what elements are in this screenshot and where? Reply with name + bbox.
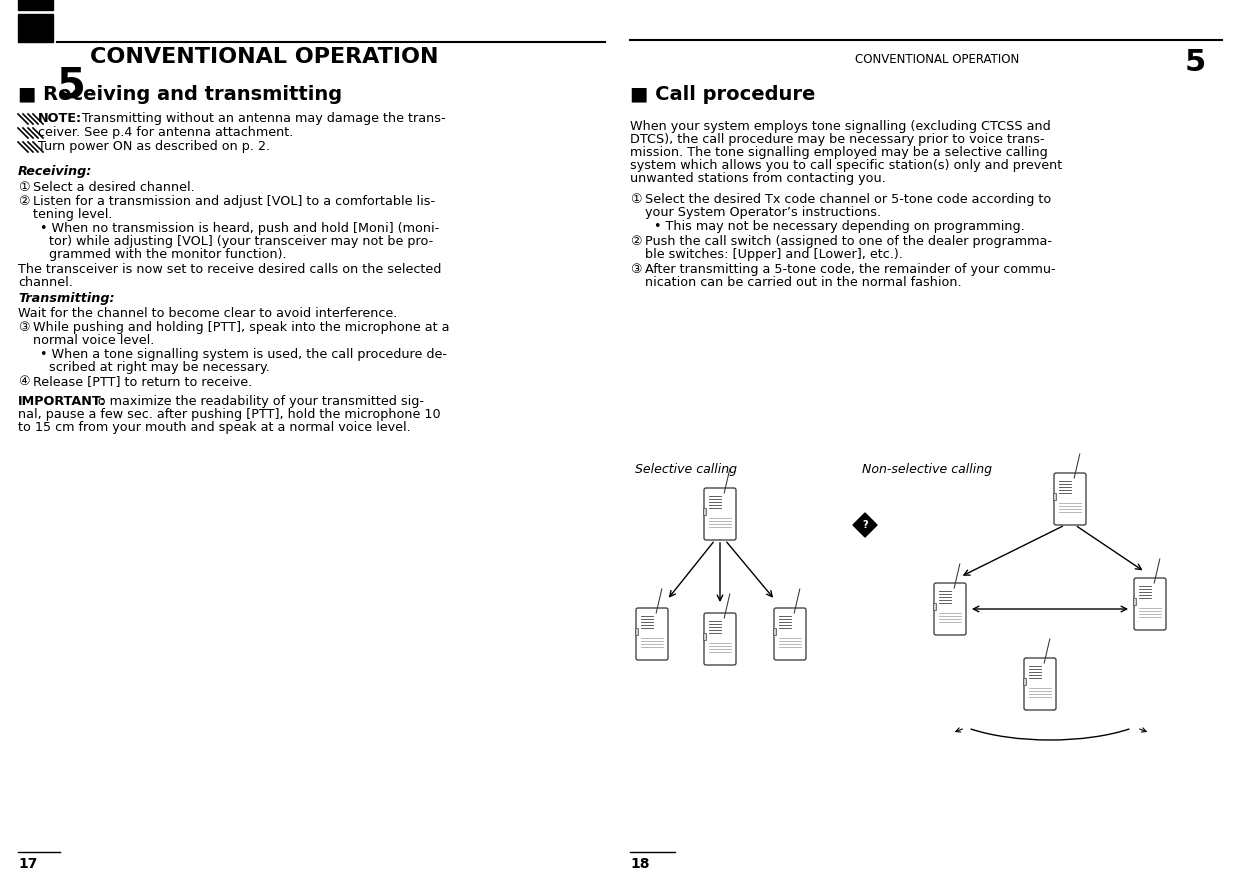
Text: 18: 18 <box>630 857 650 871</box>
Text: normal voice level.: normal voice level. <box>33 334 154 347</box>
Bar <box>932 603 936 610</box>
Text: 17: 17 <box>19 857 37 871</box>
Text: grammed with the monitor function).: grammed with the monitor function). <box>50 248 286 261</box>
Bar <box>19 14 53 42</box>
Text: Turn power ON as described on p. 2.: Turn power ON as described on p. 2. <box>38 140 270 153</box>
Text: ble switches: [Upper] and [Lower], etc.).: ble switches: [Upper] and [Lower], etc.)… <box>645 248 903 261</box>
Text: CONVENTIONAL OPERATION: CONVENTIONAL OPERATION <box>856 53 1019 66</box>
Bar <box>773 628 776 635</box>
Text: Select a desired channel.: Select a desired channel. <box>33 181 195 194</box>
Text: • When a tone signalling system is used, the call procedure de-: • When a tone signalling system is used,… <box>40 348 446 361</box>
Bar <box>1023 678 1025 685</box>
Text: DTCS), the call procedure may be necessary prior to voice trans-: DTCS), the call procedure may be necessa… <box>630 133 1044 146</box>
Bar <box>19 0 53 10</box>
Text: ②: ② <box>19 195 30 208</box>
Text: After transmitting a 5-tone code, the remainder of your commu-: After transmitting a 5-tone code, the re… <box>645 263 1055 276</box>
Text: tor) while adjusting [VOL] (your transceiver may not be pro-: tor) while adjusting [VOL] (your transce… <box>50 235 433 248</box>
Text: The transceiver is now set to receive desired calls on the selected: The transceiver is now set to receive de… <box>19 263 441 276</box>
FancyBboxPatch shape <box>774 608 806 660</box>
Text: Push the call switch (assigned to one of the dealer programma-: Push the call switch (assigned to one of… <box>645 235 1052 248</box>
Polygon shape <box>853 513 877 537</box>
Text: Listen for a transmission and adjust [VOL] to a comfortable lis-: Listen for a transmission and adjust [VO… <box>33 195 435 208</box>
Text: • When no transmission is heard, push and hold [Moni] (moni-: • When no transmission is heard, push an… <box>40 222 439 235</box>
Text: Transmitting without an antenna may damage the trans-: Transmitting without an antenna may dama… <box>78 112 445 125</box>
Text: channel.: channel. <box>19 276 73 289</box>
Text: ③: ③ <box>630 263 641 276</box>
Text: ③: ③ <box>19 321 30 334</box>
Text: Receiving:: Receiving: <box>19 165 92 178</box>
Text: 5: 5 <box>1185 48 1207 77</box>
Text: Release [PTT] to return to receive.: Release [PTT] to return to receive. <box>33 375 252 388</box>
Bar <box>1133 598 1136 605</box>
Text: IMPORTANT:: IMPORTANT: <box>19 395 107 408</box>
Text: Transmitting:: Transmitting: <box>19 292 114 305</box>
Text: nication can be carried out in the normal fashion.: nication can be carried out in the norma… <box>645 276 962 289</box>
Text: Wait for the channel to become clear to avoid interference.: Wait for the channel to become clear to … <box>19 307 397 320</box>
Text: ①: ① <box>19 181 30 194</box>
Text: mission. The tone signalling employed may be a selective calling: mission. The tone signalling employed ma… <box>630 146 1048 159</box>
Text: ①: ① <box>630 193 641 206</box>
Bar <box>635 628 639 635</box>
Text: To maximize the readability of your transmitted sig-: To maximize the readability of your tran… <box>88 395 424 408</box>
Text: Select the desired Tx code channel or 5-tone code according to: Select the desired Tx code channel or 5-… <box>645 193 1052 206</box>
Text: CONVENTIONAL OPERATION: CONVENTIONAL OPERATION <box>91 47 439 67</box>
Text: ■ Call procedure: ■ Call procedure <box>630 85 816 104</box>
Text: your System Operator’s instructions.: your System Operator’s instructions. <box>645 206 882 219</box>
Text: Non-selective calling: Non-selective calling <box>862 463 992 476</box>
FancyBboxPatch shape <box>1135 578 1166 630</box>
Text: NOTE:: NOTE: <box>38 112 82 125</box>
Text: to 15 cm from your mouth and speak at a normal voice level.: to 15 cm from your mouth and speak at a … <box>19 421 410 434</box>
Text: nal, pause a few sec. after pushing [PTT], hold the microphone 10: nal, pause a few sec. after pushing [PTT… <box>19 408 440 421</box>
Text: ④: ④ <box>19 375 30 388</box>
Bar <box>1053 493 1056 500</box>
Bar <box>703 633 706 640</box>
FancyBboxPatch shape <box>704 613 737 665</box>
FancyBboxPatch shape <box>934 583 966 635</box>
Text: ?: ? <box>862 520 868 530</box>
FancyBboxPatch shape <box>1054 473 1086 525</box>
FancyBboxPatch shape <box>704 488 737 540</box>
Text: unwanted stations from contacting you.: unwanted stations from contacting you. <box>630 172 885 185</box>
FancyBboxPatch shape <box>1024 658 1056 710</box>
Text: • This may not be necessary depending on programming.: • This may not be necessary depending on… <box>653 220 1024 233</box>
Text: scribed at right may be necessary.: scribed at right may be necessary. <box>50 361 270 374</box>
FancyBboxPatch shape <box>636 608 668 660</box>
Text: Selective calling: Selective calling <box>635 463 737 476</box>
Text: ②: ② <box>630 235 641 248</box>
Text: ■ Receiving and transmitting: ■ Receiving and transmitting <box>19 85 342 104</box>
Text: system which allows you to call specific station(s) only and prevent: system which allows you to call specific… <box>630 159 1063 172</box>
Text: tening level.: tening level. <box>33 208 113 221</box>
Bar <box>703 508 706 515</box>
Text: While pushing and holding [PTT], speak into the microphone at a: While pushing and holding [PTT], speak i… <box>33 321 449 334</box>
Text: ceiver. See p.4 for antenna attachment.: ceiver. See p.4 for antenna attachment. <box>38 126 294 139</box>
Text: 5: 5 <box>57 65 86 107</box>
Text: When your system employs tone signalling (excluding CTCSS and: When your system employs tone signalling… <box>630 120 1050 133</box>
